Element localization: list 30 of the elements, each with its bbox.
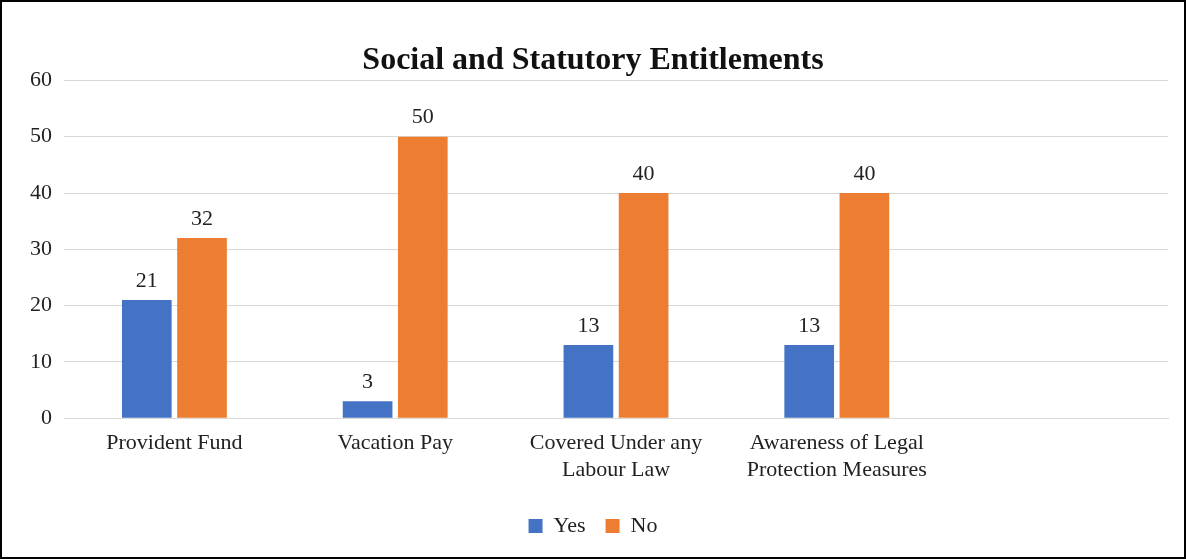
bar [397,136,448,418]
bar [177,238,227,418]
bar [342,401,393,418]
data-label: 3 [362,368,374,394]
y-tick-label: 50 [30,122,52,148]
x-tick-label: Awareness of Legal Protection Measures [746,429,927,481]
legend-label: No [630,511,658,537]
data-label: 13 [798,311,821,337]
y-tick-label: 30 [30,235,52,261]
data-label: 40 [632,159,655,185]
y-tick-label: 0 [41,403,52,429]
x-tick-label: Covered Under any Labour Law [529,429,703,481]
legend-label: Yes [553,511,586,537]
y-tick-label: 20 [30,291,52,317]
data-label: 21 [135,266,158,292]
y-tick-label: 10 [30,347,52,373]
data-label: 13 [577,311,600,337]
bar [618,193,669,418]
bar [563,345,614,418]
data-label: 32 [191,204,213,230]
bar [121,299,172,418]
chart-title: Social and Statutory Entitlements [362,40,824,77]
bar [784,345,835,418]
data-label: 50 [411,103,434,129]
bar [839,193,890,418]
x-tick-label: Provident Fund [106,429,243,455]
data-label: 40 [853,159,876,185]
y-tick-label: 60 [30,66,52,92]
y-tick-label: 40 [30,178,52,204]
x-tick-label: Vacation Pay [337,429,453,455]
